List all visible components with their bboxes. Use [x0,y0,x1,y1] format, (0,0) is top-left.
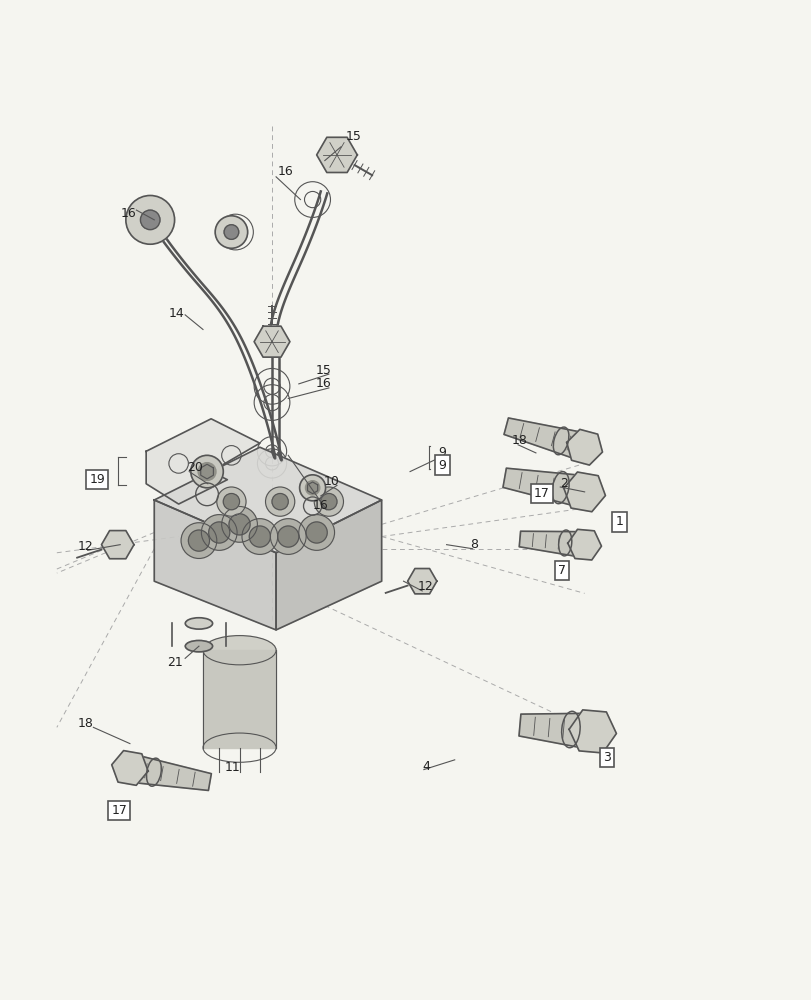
Text: 17: 17 [533,487,549,500]
Circle shape [272,494,288,510]
Circle shape [217,487,246,516]
Circle shape [201,515,237,550]
Circle shape [181,523,217,558]
Text: 9: 9 [438,446,446,459]
Polygon shape [502,468,586,508]
Circle shape [215,216,247,248]
Polygon shape [504,418,588,461]
Text: 10: 10 [323,475,339,488]
Circle shape [298,515,334,550]
Text: 3: 3 [603,751,611,764]
Polygon shape [569,710,616,753]
Circle shape [270,519,306,554]
Circle shape [277,526,298,547]
Polygon shape [567,529,601,560]
Ellipse shape [185,640,212,652]
Polygon shape [316,137,357,172]
Circle shape [224,225,238,239]
Text: 15: 15 [315,364,331,377]
Text: 16: 16 [313,499,328,512]
Circle shape [223,494,239,510]
Circle shape [305,481,320,495]
Circle shape [242,519,277,554]
Circle shape [249,526,270,547]
Text: 16: 16 [120,207,136,220]
Circle shape [229,514,250,535]
Polygon shape [518,713,594,750]
Text: 4: 4 [422,760,430,773]
Text: 9: 9 [438,459,446,472]
Polygon shape [566,429,602,465]
Polygon shape [407,569,436,594]
Text: 12: 12 [77,540,93,553]
Circle shape [198,463,216,481]
Polygon shape [563,472,605,512]
Ellipse shape [185,618,212,629]
Circle shape [140,210,160,230]
Ellipse shape [203,636,276,665]
Circle shape [306,522,327,543]
Circle shape [320,494,337,510]
Text: 14: 14 [169,307,185,320]
Polygon shape [154,500,276,630]
Circle shape [299,475,325,501]
Polygon shape [112,751,148,785]
Circle shape [191,455,223,488]
Text: 21: 21 [167,656,182,669]
Circle shape [221,506,257,542]
Text: 12: 12 [417,580,433,593]
Polygon shape [518,531,585,558]
Polygon shape [146,419,260,504]
Circle shape [265,487,294,516]
Text: 15: 15 [345,130,361,143]
Text: 17: 17 [111,804,127,817]
Text: 16: 16 [277,165,294,178]
Text: 2: 2 [560,477,568,490]
Text: 8: 8 [470,538,478,551]
Circle shape [126,196,174,244]
Polygon shape [101,531,134,559]
Polygon shape [254,326,290,357]
Circle shape [314,487,343,516]
Polygon shape [203,650,276,748]
Text: 1: 1 [615,515,623,528]
Text: 20: 20 [187,461,203,474]
Text: 18: 18 [511,434,527,447]
Circle shape [208,522,230,543]
Circle shape [188,530,209,551]
Polygon shape [127,754,211,790]
Text: 11: 11 [224,761,240,774]
Text: 7: 7 [557,564,565,577]
Polygon shape [154,447,381,553]
Polygon shape [276,500,381,630]
Text: 19: 19 [89,473,105,486]
Text: 16: 16 [315,377,331,390]
Text: 18: 18 [77,717,93,730]
